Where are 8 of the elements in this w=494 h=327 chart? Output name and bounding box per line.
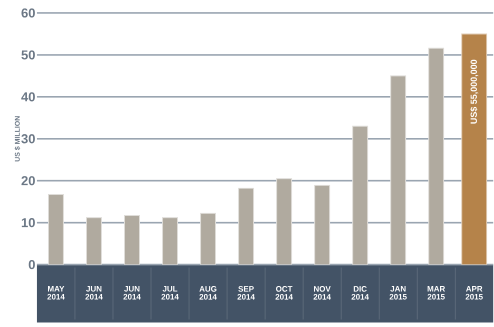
y-tick-label: 50: [21, 50, 35, 60]
y-tick-label: 30: [21, 134, 35, 144]
y-tick-label: 0: [28, 260, 35, 269]
y-tick-label: 40: [21, 92, 35, 102]
y-tick-label: 10: [22, 218, 35, 227]
y-tick-label: 60: [22, 8, 35, 18]
data-label: US$ 55,000,000: [470, 60, 478, 124]
y-tick-label: 20: [21, 176, 35, 186]
